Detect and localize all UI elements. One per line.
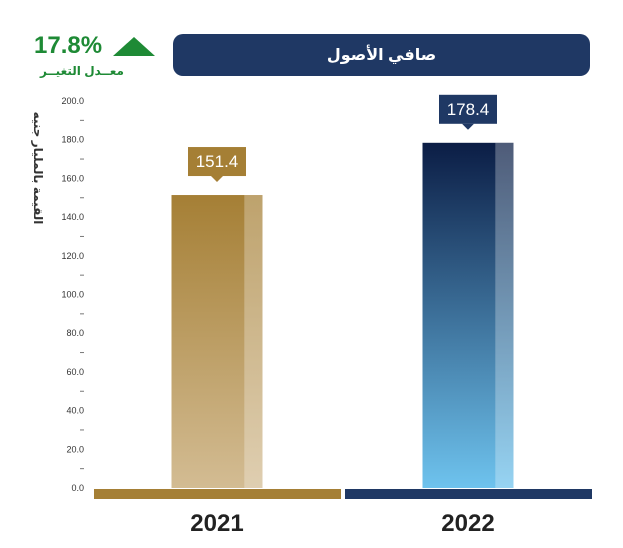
y-tick-label: 60.0 [66,367,84,377]
y-tick-label: 120.0 [61,251,84,261]
bar-2022 [422,142,514,488]
y-tick-label: 180.0 [61,135,84,145]
y-tick-label: 20.0 [66,444,84,454]
base-strip-2022 [345,489,592,499]
y-tick-label: 140.0 [61,212,84,222]
x-tick-2022: 2022 [441,510,495,537]
data-label-pointer [462,123,474,130]
bar-highlight [244,195,263,488]
data-label-2022: 178.4 [447,100,490,119]
data-label-box [188,147,246,177]
data-label-box [439,94,497,124]
y-tick-label: 160.0 [61,173,84,183]
change-rate-value: 17.8% [34,32,103,59]
bar-highlight [495,142,514,488]
up-arrow-icon [113,37,155,56]
change-rate-label: معــدل التغيــر [40,64,124,78]
chart-title: صافي الأصول [173,34,590,76]
base-strip-2021 [94,489,341,499]
y-tick-label: 100.0 [61,290,84,300]
data-label-pointer [211,176,223,183]
y-tick-label: 80.0 [66,328,84,338]
x-tick-2021: 2021 [190,510,244,537]
y-tick-label: 0.0 [71,483,84,493]
data-label-2021: 151.4 [196,152,239,171]
y-tick-label: 200.0 [61,96,84,106]
y-tick-label: 40.0 [66,406,84,416]
bar-2021 [171,195,263,488]
